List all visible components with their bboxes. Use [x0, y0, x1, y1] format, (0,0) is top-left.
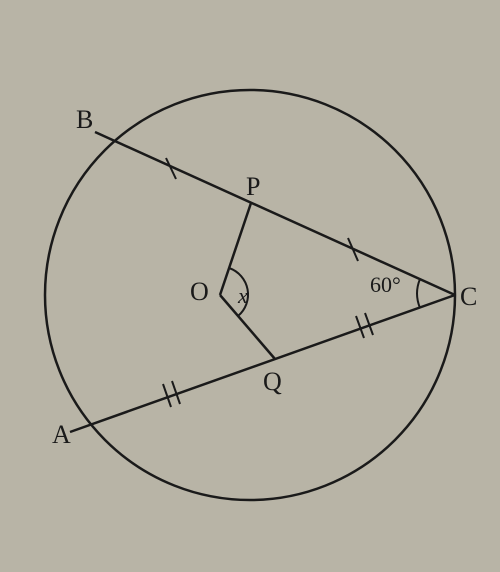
label-Q: Q	[263, 367, 282, 396]
label-B: B	[76, 105, 93, 134]
label-O: O	[190, 277, 209, 306]
tick-QC	[356, 313, 373, 338]
tick-AQ	[163, 381, 180, 407]
angle-arc-60	[417, 279, 420, 308]
label-A: A	[52, 420, 71, 449]
segment-OP	[220, 203, 251, 295]
angle-value-60: 60°	[370, 272, 401, 297]
label-P: P	[246, 172, 260, 201]
geometry-diagram: B P O C Q A x 60°	[0, 0, 500, 572]
label-C: C	[460, 282, 477, 311]
diagram-svg: B P O C Q A x 60°	[0, 0, 500, 572]
chord-AC	[70, 295, 455, 432]
angle-label-x: x	[237, 283, 248, 308]
